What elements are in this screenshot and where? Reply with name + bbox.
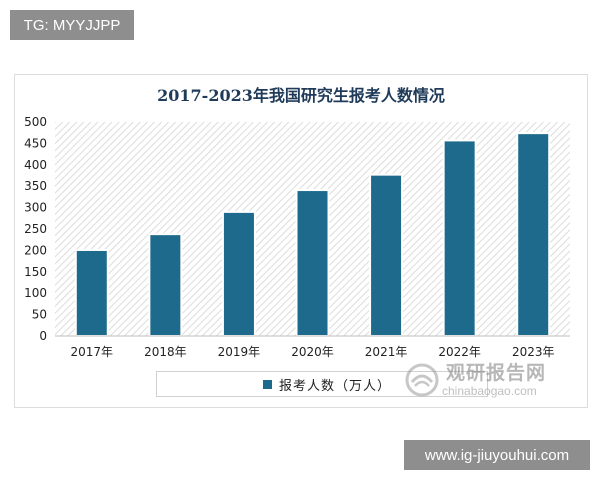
brand-name-cn: 观研报告网 [446,362,547,384]
x-tick-label: 2019年 [218,345,261,359]
y-tick-label: 500 [24,115,47,129]
chart-title: 2017-2023年我国研究生报考人数情况 [157,86,445,105]
x-tick-label: 2018年 [144,345,187,359]
tg-watermark-badge: TG: MYYJJPP [10,10,134,40]
bar [295,189,330,337]
y-tick-label: 400 [24,158,47,172]
y-tick-label: 450 [24,136,47,150]
x-tick-label: 2020年 [291,345,334,359]
x-tick-label: 2017年 [71,345,114,359]
swirl-logo-icon [405,363,439,397]
bar [148,233,183,337]
x-tick-label: 2021年 [365,345,408,359]
site-watermark-badge: www.ig-jiuyouhui.com [404,440,590,470]
x-tick-label: 2023年 [512,345,555,359]
y-tick-label: 250 [24,222,47,236]
y-tick-label: 200 [24,243,47,257]
brand-watermark: 观研报告网 chinabaogao.com [404,358,584,402]
legend-label: 报考人数（万人） [279,378,392,394]
x-axis: 2017年 2018年 2019年 2020年 2021年 2022年 2023年 [71,345,555,359]
legend: 报考人数（万人） [156,371,488,397]
bar-series [74,132,551,338]
y-tick-label: 0 [39,329,47,343]
y-tick-label: 50 [32,308,47,322]
bar [442,139,477,337]
bar [369,173,404,337]
y-tick-label: 300 [24,201,47,215]
legend-swatch [263,379,272,389]
y-tick-label: 150 [24,265,47,279]
brand-name-en: chinabaogao.com [442,384,537,398]
x-tick-label: 2022年 [438,345,481,359]
y-tick-label: 350 [24,179,47,193]
bar [74,248,109,337]
bar [516,132,551,337]
y-tick-label: 100 [24,286,47,300]
y-axis: 0 50 100 150 200 250 300 350 400 450 500 [24,115,47,343]
bar [221,210,256,338]
